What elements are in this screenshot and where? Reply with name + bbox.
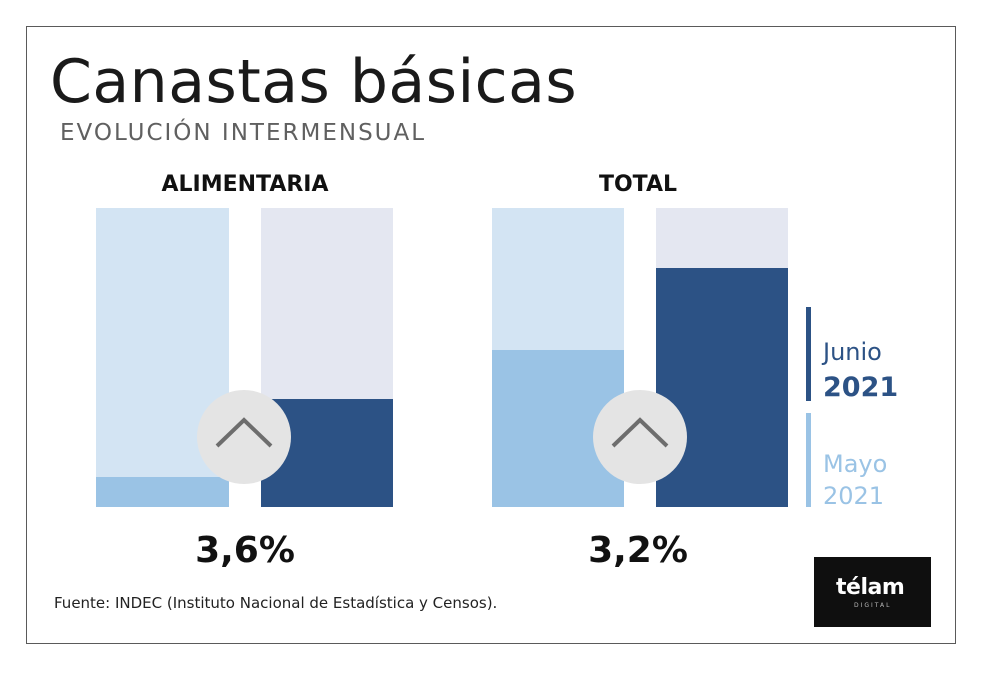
- bar-track-alimentaria-mayo: [96, 208, 229, 507]
- legend-junio-year: 2021: [823, 372, 899, 403]
- logo-wordmark: télam: [836, 575, 905, 600]
- legend-junio-month: Junio: [823, 338, 882, 366]
- value-label-alimentaria: 3,6%: [195, 530, 295, 571]
- bar-alimentaria-mayo: [96, 477, 229, 507]
- legend-mayo-month: Mayo: [823, 450, 888, 478]
- panel-title-alimentaria: ALIMENTARIA: [161, 172, 329, 197]
- source-note: Fuente: INDEC (Instituto Nacional de Est…: [54, 594, 498, 612]
- legend-mayo-year: 2021: [823, 482, 885, 510]
- legend-swatch-junio: [806, 307, 811, 401]
- telam-logo: télam DIGITAL: [814, 557, 931, 627]
- legend-swatch-mayo: [806, 413, 811, 507]
- panel-title-total: TOTAL: [598, 172, 678, 197]
- value-label-total: 3,2%: [588, 530, 688, 571]
- logo-subtext: DIGITAL: [854, 602, 892, 609]
- bar-total-junio: [656, 267, 788, 507]
- chevron-up-icon: [197, 390, 291, 484]
- chevron-up-icon: [593, 390, 687, 484]
- chart-title: Canastas básicas: [50, 47, 578, 117]
- chart-subtitle: EVOLUCIÓN INTERMENSUAL: [60, 120, 427, 146]
